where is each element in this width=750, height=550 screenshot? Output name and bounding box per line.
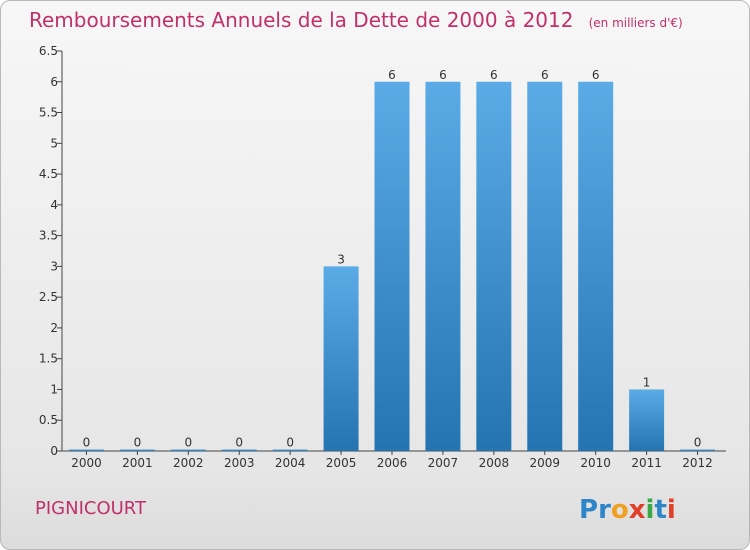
data-label-2012: 0 bbox=[694, 436, 702, 450]
x-tick-label-2011: 2011 bbox=[631, 456, 662, 470]
bar-2005 bbox=[323, 266, 359, 451]
y-tick-label: 6.5 bbox=[39, 44, 58, 58]
y-tick-label: 0.5 bbox=[39, 413, 58, 427]
bar-2001 bbox=[119, 449, 155, 451]
data-label-2002: 0 bbox=[184, 436, 192, 450]
y-tick-label: 3.5 bbox=[39, 229, 58, 243]
y-tick-label: 1.5 bbox=[39, 352, 58, 366]
y-tick-label: 4.5 bbox=[39, 167, 58, 181]
bar-2010 bbox=[578, 81, 614, 452]
logo-letter: i bbox=[646, 495, 655, 525]
data-label-2006: 6 bbox=[388, 68, 396, 82]
bar-2004 bbox=[272, 449, 308, 451]
data-label-2005: 3 bbox=[337, 252, 345, 266]
bar-2007 bbox=[425, 81, 461, 452]
x-tick-label-2004: 2004 bbox=[275, 456, 306, 470]
x-tick-label-2003: 2003 bbox=[224, 456, 255, 470]
y-tick-label: 5.5 bbox=[39, 106, 58, 120]
bar-2003 bbox=[221, 449, 257, 451]
x-tick-label-2007: 2007 bbox=[428, 456, 459, 470]
chart-title: Remboursements Annuels de la Dette de 20… bbox=[29, 8, 683, 32]
logo-letter: r bbox=[598, 495, 611, 525]
x-tick-label-2005: 2005 bbox=[326, 456, 357, 470]
y-tick-label: 4 bbox=[50, 198, 58, 212]
logo-letter: i bbox=[667, 495, 676, 525]
x-tick-label-2000: 2000 bbox=[71, 456, 102, 470]
bar-2011 bbox=[629, 389, 665, 451]
x-tick-label-2010: 2010 bbox=[580, 456, 611, 470]
logo-letter: P bbox=[579, 495, 598, 525]
data-label-2011: 1 bbox=[643, 375, 651, 389]
x-tick-label-2009: 2009 bbox=[529, 456, 560, 470]
logo-letter: t bbox=[654, 495, 666, 525]
data-label-2000: 0 bbox=[83, 436, 91, 450]
proxiti-logo: Proxiti bbox=[579, 495, 676, 525]
x-tick-label-2002: 2002 bbox=[173, 456, 204, 470]
x-tick-label-2012: 2012 bbox=[682, 456, 713, 470]
y-tick-label: 0 bbox=[50, 444, 58, 458]
bar-2006 bbox=[374, 81, 410, 452]
y-tick-label: 2 bbox=[50, 321, 58, 335]
data-label-2009: 6 bbox=[541, 68, 549, 82]
bar-2009 bbox=[527, 81, 563, 452]
y-tick-label: 5 bbox=[50, 136, 58, 150]
commune-name: PIGNICOURT bbox=[35, 498, 147, 519]
x-tick-label-2006: 2006 bbox=[377, 456, 408, 470]
data-label-2007: 6 bbox=[439, 68, 447, 82]
x-tick-label-2001: 2001 bbox=[122, 456, 153, 470]
y-ticks: 0 0.5 1 1.5 2 2.5 3 3.5 4 4.5 5 5.5 6 6.5 bbox=[39, 44, 62, 458]
logo-letter: o bbox=[611, 495, 629, 525]
bars: 0 0 0 0 0 3 6 6 6 6 6 1 0 bbox=[68, 68, 716, 452]
y-tick-label: 3 bbox=[50, 259, 58, 273]
x-tick-label-2008: 2008 bbox=[479, 456, 510, 470]
logo-letter: x bbox=[629, 495, 646, 525]
bar-2002 bbox=[170, 449, 206, 451]
bar-2008 bbox=[476, 81, 512, 452]
x-ticks: 2000 2001 2002 2003 2004 2005 2006 2007 2008 2009… bbox=[71, 451, 713, 470]
y-tick-label: 1 bbox=[50, 382, 58, 396]
data-label-2001: 0 bbox=[134, 436, 142, 450]
y-tick-label: 2.5 bbox=[39, 290, 58, 304]
data-label-2003: 0 bbox=[235, 436, 243, 450]
bar-2012 bbox=[680, 449, 716, 451]
data-label-2010: 6 bbox=[592, 68, 600, 82]
data-label-2008: 6 bbox=[490, 68, 498, 82]
bar-2000 bbox=[68, 449, 104, 451]
y-tick-label: 6 bbox=[50, 75, 58, 89]
data-label-2004: 0 bbox=[286, 436, 294, 450]
